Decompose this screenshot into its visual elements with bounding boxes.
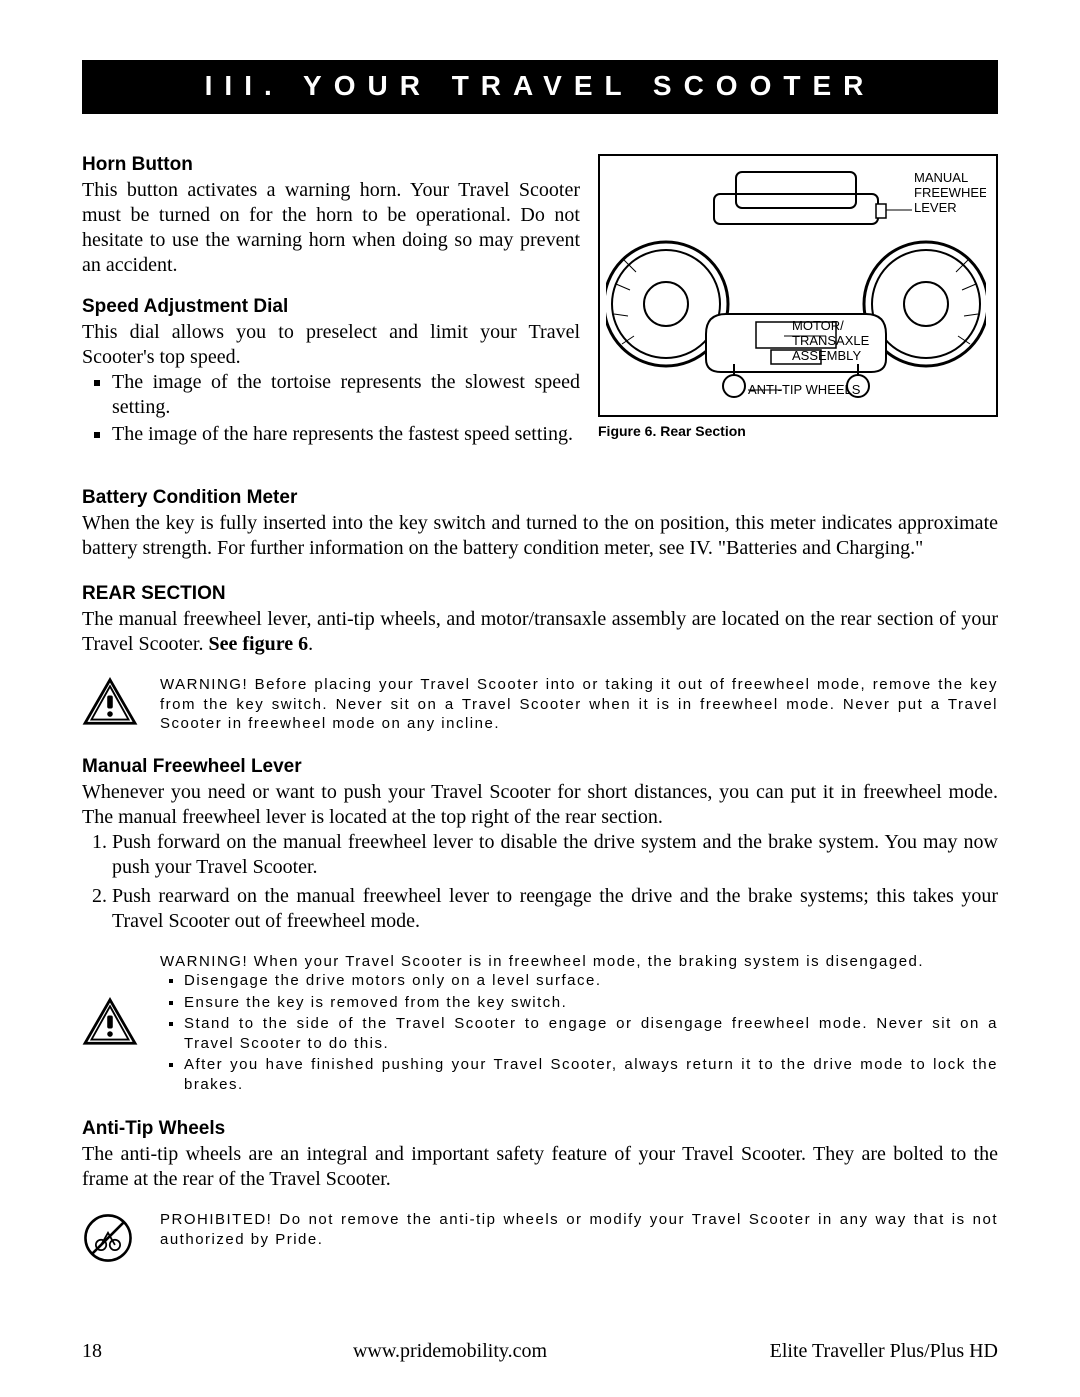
speed-dial-heading: Speed Adjustment Dial [82, 296, 580, 318]
freewheel-step-2: Push rearward on the manual freewheel le… [112, 884, 998, 934]
speed-dial-intro: This dial allows you to preselect and li… [82, 320, 580, 370]
battery-text: When the key is fully inserted into the … [82, 511, 998, 561]
warning-icon [82, 675, 138, 732]
freewheel-step-1: Push forward on the manual freewheel lev… [112, 830, 998, 880]
prohibited-icon [82, 1210, 138, 1269]
svg-text:ANTI-TIP WHEELS: ANTI-TIP WHEELS [748, 382, 861, 397]
footer-url: www.pridemobility.com [162, 1340, 738, 1363]
horn-heading: Horn Button [82, 154, 580, 176]
antitip-heading: Anti-Tip Wheels [82, 1118, 998, 1140]
warning-freewheel-text: WARNING! Before placing your Travel Scoo… [160, 675, 998, 734]
speed-bullet-hare: The image of the hare represents the fas… [112, 422, 580, 447]
svg-text:LEVER: LEVER [914, 200, 957, 215]
antitip-text: The anti-tip wheels are an integral and … [82, 1142, 998, 1192]
section-title-bar: III. YOUR TRAVEL SCOOTER [82, 60, 998, 114]
speed-bullet-tortoise: The image of the tortoise represents the… [112, 370, 580, 420]
page-number: 18 [82, 1340, 162, 1363]
svg-text:FREEWHEEL: FREEWHEEL [914, 185, 986, 200]
svg-text:ASSEMBLY: ASSEMBLY [792, 348, 861, 363]
warning-braking-text: WARNING! When your Travel Scooter is in … [160, 952, 998, 1097]
prohibited-text: PROHIBITED! Do not remove the anti-tip w… [160, 1210, 998, 1249]
figure-caption: Figure 6. Rear Section [598, 423, 998, 439]
rear-section-heading: REAR SECTION [82, 583, 998, 605]
svg-text:TRANSAXLE: TRANSAXLE [792, 333, 870, 348]
figure-label-freewheel: MANUAL [914, 170, 968, 185]
svg-text:MOTOR/: MOTOR/ [792, 318, 844, 333]
horn-text: This button activates a warning horn. Yo… [82, 178, 580, 278]
battery-heading: Battery Condition Meter [82, 487, 998, 509]
freewheel-intro: Whenever you need or want to push your T… [82, 780, 998, 830]
figure-rear-section: MANUAL FREEWHEEL LEVER MOTOR/ TRANSAXLE … [598, 154, 998, 417]
footer-model: Elite Traveller Plus/Plus HD [738, 1340, 998, 1363]
freewheel-heading: Manual Freewheel Lever [82, 756, 998, 778]
rear-section-diagram: MANUAL FREEWHEEL LEVER MOTOR/ TRANSAXLE … [606, 164, 986, 404]
rear-section-text: The manual freewheel lever, anti-tip whe… [82, 607, 998, 657]
warning-icon [82, 995, 138, 1052]
